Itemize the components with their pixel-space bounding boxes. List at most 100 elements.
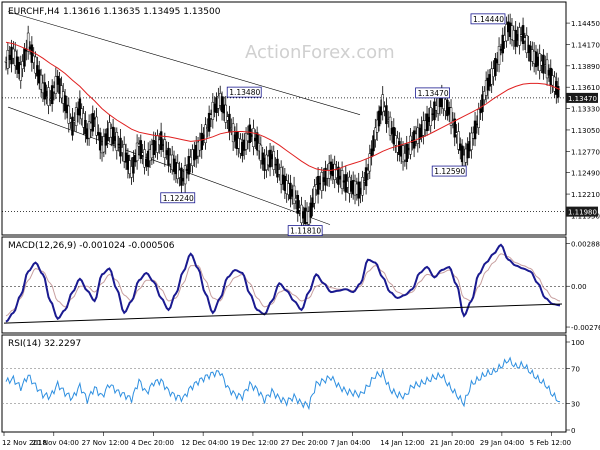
price-tick-label: 1.14170 [571,41,600,49]
candle-body [115,132,119,151]
candle-body [163,139,167,159]
rsi-panel-frame [1,334,567,433]
candle-body [54,76,58,94]
candle-body [405,143,408,163]
price-panel-frame [1,1,567,236]
candle-body [187,156,191,175]
candle-body [200,132,203,150]
candle-body [361,177,364,196]
candle-body [87,121,91,139]
candle-body [67,105,71,124]
candle-body [313,186,316,204]
candle-body [368,153,372,172]
candle-body [525,35,529,54]
candle-body [91,113,95,132]
price-level-badge [566,92,598,103]
x-tick-label: 19 Dec 12:00 [231,439,278,447]
candle-body [34,56,37,74]
x-tick-label: 20 Nov 04:00 [32,439,79,447]
candle-body [207,112,211,132]
candle-body [180,167,183,186]
price-ohlc-label: 1.13616 1.13635 1.13495 1.13500 [63,7,221,17]
candle-body [74,107,78,126]
candle-body [272,151,276,170]
candle-body [139,140,143,160]
price-tick-label: 1.13330 [571,106,600,114]
candle-body [337,166,340,185]
swing-label-box [431,165,467,177]
x-tick-label: 4 Dec 20:00 [131,439,174,447]
candle-body [425,113,429,132]
candle-body [381,94,384,113]
candle-body [78,98,82,116]
price-tick-label: 1.13890 [571,63,600,71]
candle-body [39,74,43,90]
price-panel-title: EURCHF,H4 [8,7,60,17]
candle-body [19,64,23,81]
swing-label: 1.13470 [418,89,449,98]
candle-body [143,149,146,168]
macd-panel-title: MACD(12,26,9) -0.001024 -0.000506 [8,241,175,251]
price-tick-label: 1.13610 [571,84,600,92]
candle-body [296,194,300,214]
candle-body [252,128,255,147]
macd-tick-label: 0.00 [571,283,587,291]
x-tick-label: 7 Jan 04:00 [331,439,371,447]
price-tick-label: 1.12490 [571,170,600,178]
candle-body [556,86,560,98]
price-level-label: 1.11980 [568,209,597,217]
price-level-badge [566,206,598,217]
channel-upper-line [7,11,361,115]
price-level-label: 1.13470 [568,95,597,103]
candle-body [119,137,122,157]
x-tick-label: 12 Nov 2018 [2,439,47,447]
candle-body [307,210,311,225]
price-tick-label: 1.12210 [571,191,600,199]
macd-line [5,243,561,323]
price-tick-label: 1.13050 [571,127,600,135]
candle-body [224,104,228,123]
candle-body [340,170,344,189]
candle-body [71,116,74,136]
candle-body [135,142,139,162]
swing-label: 1.13480 [229,88,260,97]
candle-body [30,44,34,63]
candle-body [98,132,102,151]
candle-body [364,167,368,187]
watermark: ActionForex.com [245,42,395,63]
swing-label: 1.11810 [290,227,321,236]
candle-body [111,126,115,145]
candle-body [228,113,231,133]
rsi-tick-label: 100 [571,339,584,347]
candle-body [385,105,388,125]
x-tick-label: 21 Jan 20:00 [430,439,474,447]
x-tick-label: 5 Feb 12:00 [530,439,571,447]
candle-body [220,96,224,113]
candle-body [501,34,505,54]
candle-body [366,169,370,174]
rsi-panel: RSI(14) 32.2297 100 70 30 0 [1,334,584,435]
candle-body [47,87,50,106]
candle-body [372,135,375,152]
candle-body [494,58,497,76]
moving-average-line [5,41,561,171]
candle-body [505,24,508,42]
channel-lower-line [7,106,331,225]
candle-body [255,132,259,151]
swing-label-box [470,13,506,25]
candle-body [377,110,381,127]
candle-body [477,109,480,128]
candle-body [248,124,252,143]
candle-body [453,118,456,138]
candle-body [433,101,436,121]
candle-body [26,32,30,52]
swing-label-box [415,87,450,99]
candle-body [470,132,473,150]
price-tick-label: 1.14450 [571,20,600,28]
candle-body [231,123,235,143]
swing-label-box [160,192,196,204]
x-tick-label: 29 Jan 04:00 [480,439,524,447]
candle-body [374,127,377,140]
candle-body [292,185,296,204]
